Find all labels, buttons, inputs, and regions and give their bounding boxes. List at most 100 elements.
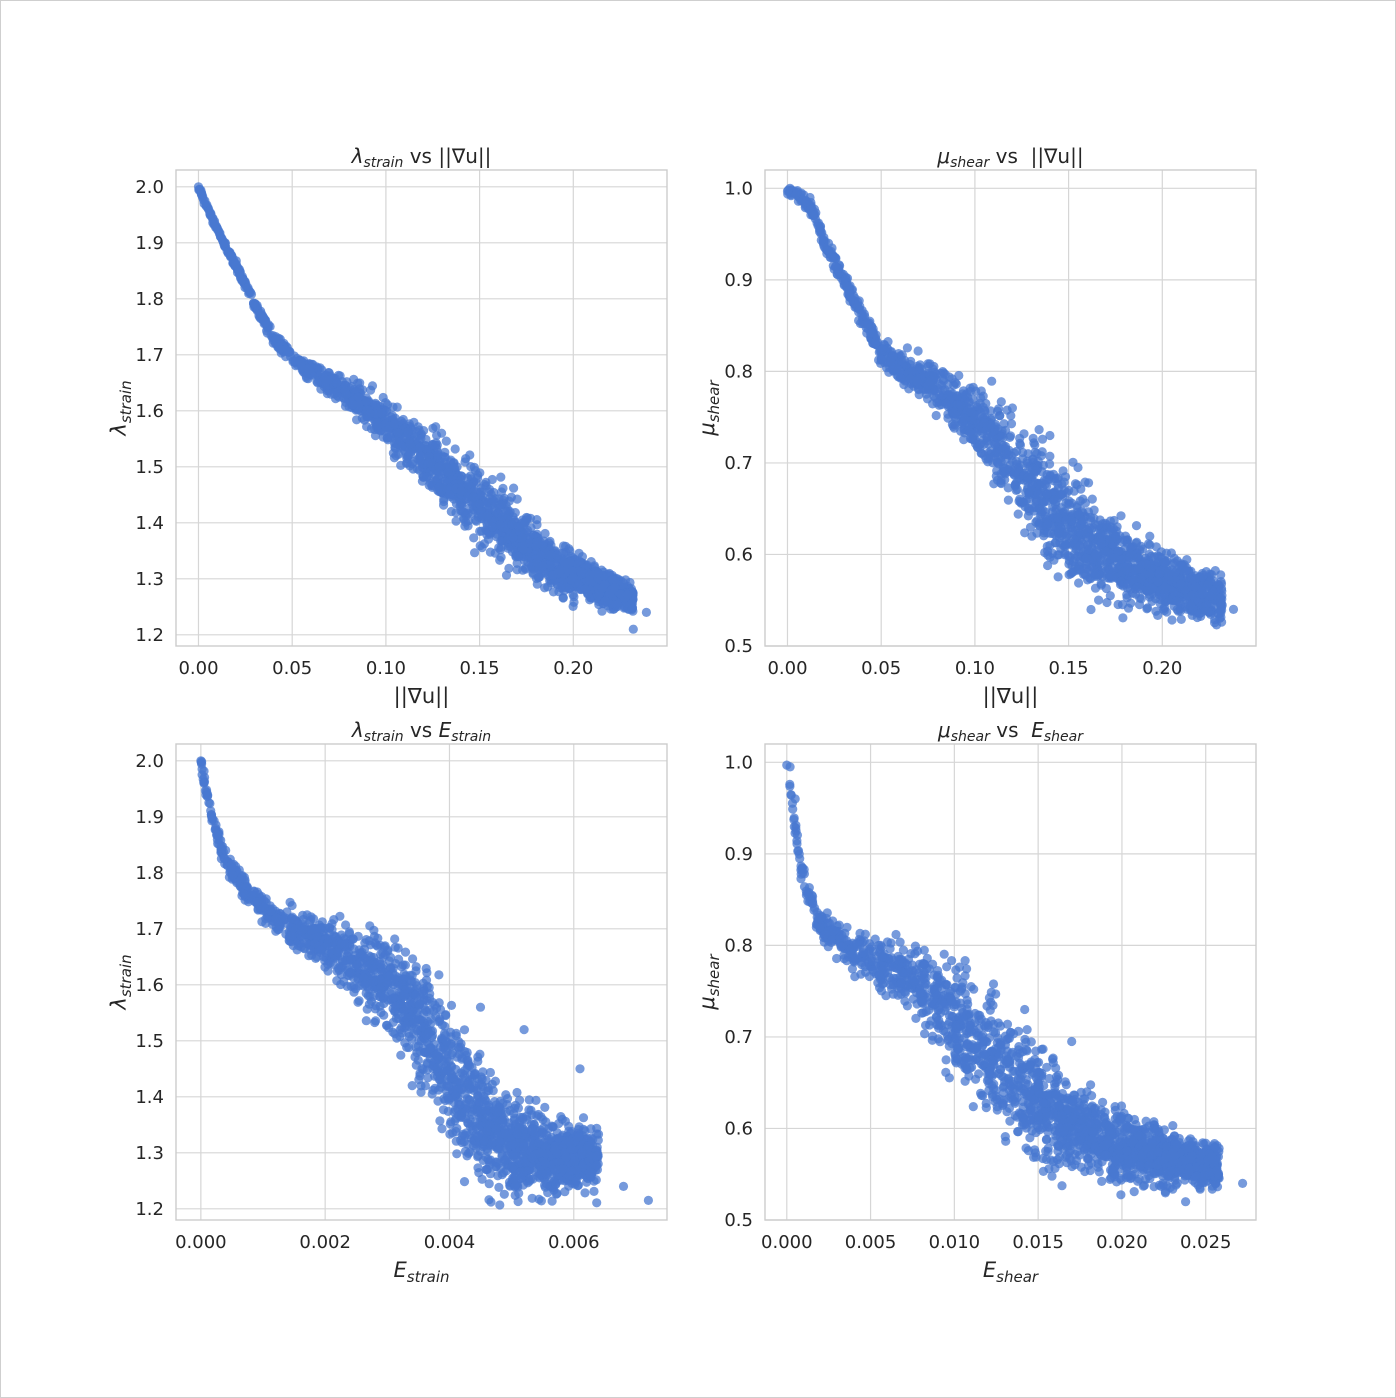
- data-point: [496, 500, 506, 510]
- data-point: [1181, 565, 1191, 576]
- x-tick-label: 0.20: [553, 658, 593, 679]
- data-point: [568, 573, 578, 583]
- data-point: [506, 492, 516, 502]
- data-point: [1018, 447, 1028, 458]
- data-point: [431, 422, 441, 432]
- data-point: [1028, 454, 1038, 464]
- data-point: [883, 337, 893, 347]
- x-tick-label: 0.05: [272, 658, 312, 679]
- data-point: [1147, 596, 1157, 607]
- data-point: [289, 356, 299, 366]
- data-point: [1060, 540, 1071, 550]
- y-tick-label: 1.4: [135, 1087, 164, 1108]
- data-point: [353, 392, 363, 402]
- data-point: [597, 583, 607, 593]
- data-point: [1136, 541, 1146, 552]
- data-point: [405, 439, 415, 449]
- data-point: [376, 408, 387, 418]
- data-point: [956, 400, 966, 410]
- data-point: [1041, 475, 1052, 485]
- data-point: [833, 270, 843, 280]
- data-point: [1074, 578, 1084, 588]
- data-point: [1052, 474, 1062, 484]
- data-point: [1042, 489, 1052, 499]
- data-point: [543, 582, 553, 592]
- data-point: [996, 397, 1006, 407]
- data-point: [536, 550, 546, 561]
- data-point: [229, 259, 239, 269]
- y-tick-label: 1.5: [135, 1031, 164, 1052]
- y-axis-label: μshear: [695, 380, 723, 437]
- y-axis-label: λstrain: [107, 954, 135, 1010]
- data-point: [1053, 572, 1063, 582]
- data-point: [608, 575, 618, 585]
- data-point: [958, 417, 968, 427]
- data-point: [622, 590, 633, 600]
- data-point: [415, 456, 425, 466]
- x-tick-label: 0.00: [178, 658, 218, 679]
- data-point: [1108, 528, 1118, 539]
- data-point: [496, 552, 506, 562]
- data-point: [246, 288, 256, 298]
- data-point: [340, 386, 350, 396]
- data-point: [193, 182, 204, 192]
- data-point: [1000, 463, 1010, 473]
- data-point: [815, 227, 825, 237]
- data-point: [996, 432, 1006, 442]
- data-point: [470, 548, 480, 558]
- data-point: [504, 563, 514, 574]
- data-point: [830, 262, 841, 272]
- data-point: [487, 522, 498, 532]
- data-point: [928, 399, 938, 409]
- data-point: [1212, 620, 1222, 630]
- x-axis-label: ||∇u||: [983, 684, 1039, 709]
- data-point: [925, 377, 935, 387]
- data-point: [895, 373, 906, 383]
- data-point: [503, 543, 513, 554]
- data-point: [205, 207, 215, 217]
- data-point: [782, 186, 793, 196]
- data-point: [580, 584, 590, 595]
- y-tick-label: 1.9: [135, 807, 164, 828]
- data-point: [348, 400, 358, 410]
- data-point: [1113, 546, 1123, 556]
- data-point: [867, 328, 877, 338]
- data-point: [510, 507, 520, 518]
- data-point: [1019, 429, 1029, 439]
- data-point: [390, 443, 400, 453]
- data-point: [459, 1177, 470, 1187]
- data-point: [965, 428, 975, 438]
- data-point: [1118, 613, 1128, 623]
- y-tick-label: 1.6: [135, 401, 164, 422]
- data-point: [1021, 495, 1031, 505]
- data-point: [592, 1198, 602, 1208]
- data-point: [361, 935, 371, 945]
- y-tick-label: 0.7: [724, 453, 753, 474]
- data-point: [1105, 571, 1115, 581]
- data-point: [252, 300, 262, 310]
- data-point: [1171, 596, 1181, 606]
- data-point: [435, 1116, 445, 1126]
- data-point: [496, 487, 507, 497]
- data-point: [978, 391, 988, 401]
- y-tick-label: 1.5: [135, 457, 164, 478]
- data-point: [396, 460, 406, 470]
- data-point: [451, 1031, 461, 1041]
- data-point: [519, 517, 529, 527]
- data-point: [1095, 529, 1105, 539]
- data-point: [370, 398, 380, 408]
- data-point: [1203, 606, 1213, 617]
- data-point: [959, 435, 969, 445]
- data-point: [496, 472, 506, 482]
- data-point: [1105, 516, 1115, 526]
- data-point: [1108, 562, 1118, 572]
- data-point: [576, 567, 586, 578]
- y-axis-label: λstrain: [107, 380, 135, 436]
- data-point: [499, 1189, 509, 1199]
- panel-mu-vs-grad: μshear vs ||∇u|| ||∇u|| μshear 0.00 0.05 0…: [695, 144, 1257, 709]
- data-point: [433, 485, 443, 495]
- data-point: [593, 568, 603, 579]
- data-point: [1015, 438, 1025, 449]
- data-point: [1045, 528, 1055, 539]
- y-tick-label: 0.6: [724, 544, 753, 565]
